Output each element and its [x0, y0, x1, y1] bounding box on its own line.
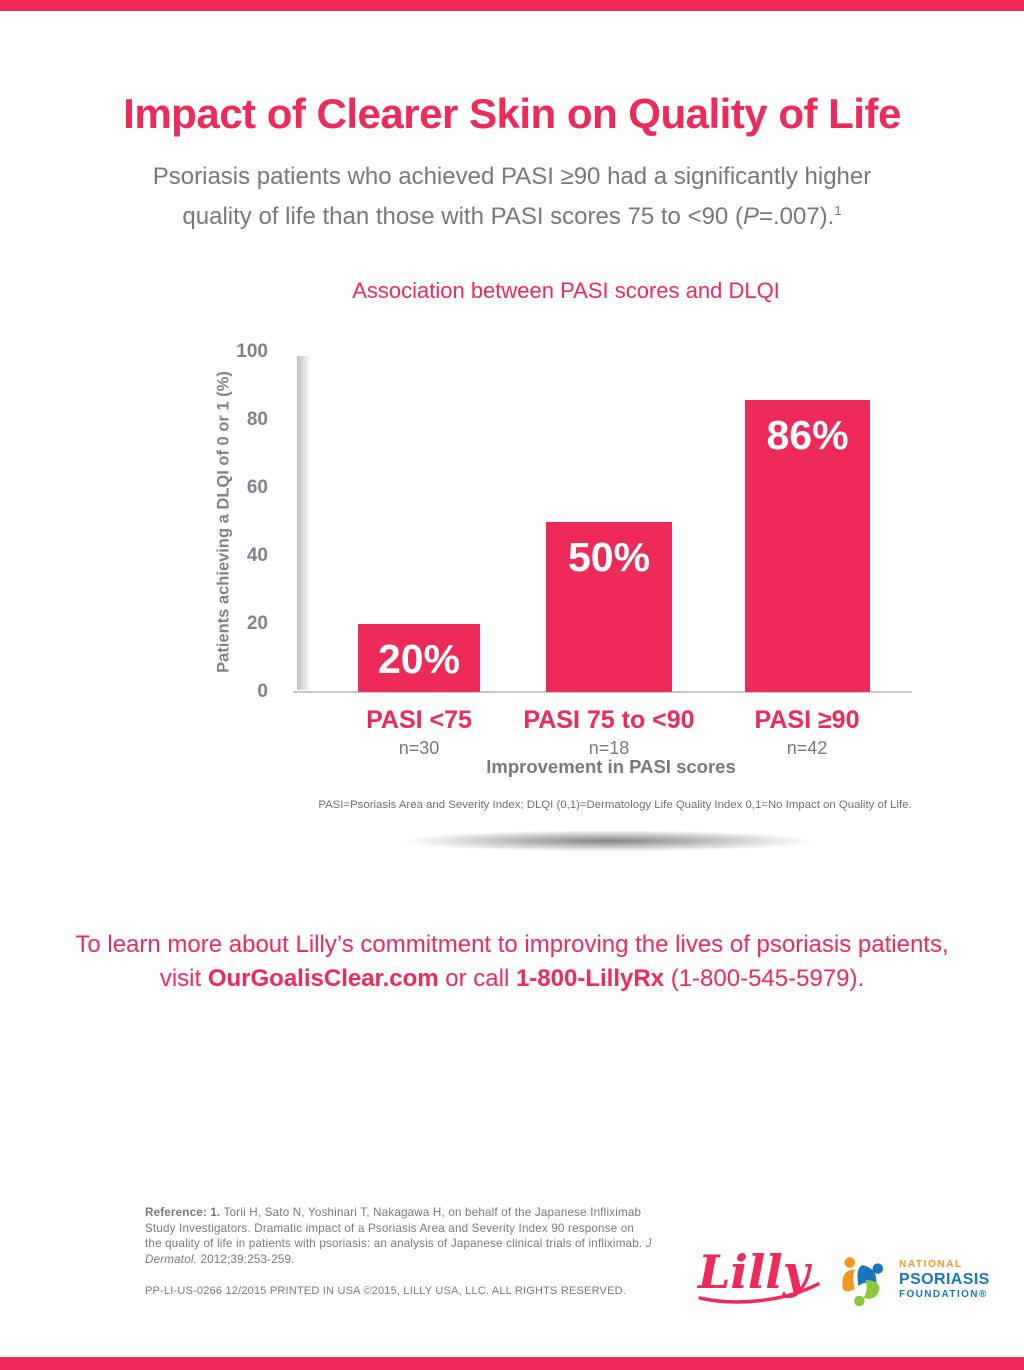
- cta-line1: To learn more about Lilly’s commitment t…: [75, 931, 949, 958]
- sample-size-label: n=42: [786, 738, 828, 758]
- subtitle-line2-post: =.007).: [758, 203, 835, 230]
- npf-logo: NATIONAL PSORIASIS FOUNDATION®: [834, 1252, 990, 1308]
- cta-or-call: or call: [438, 965, 516, 992]
- page-subtitle: Psoriasis patients who achieved PASI ≥90…: [0, 160, 1024, 234]
- category-group: PASI ≥90 n=42: [755, 706, 860, 759]
- reference-label: Reference: 1.: [145, 1206, 221, 1219]
- legal-text: PP-LI-US-0266 12/2015 PRINTED IN USA ©20…: [145, 1285, 627, 1297]
- chart-footnote: PASI=Psoriasis Area and Severity Index; …: [318, 799, 912, 811]
- reference-body: Torii H, Sato N, Yoshinari T, Nakagawa H…: [145, 1206, 646, 1251]
- npf-figures-icon: [842, 1257, 883, 1307]
- category-group: PASI <75 n=30: [366, 706, 472, 759]
- category-label: PASI ≥90: [754, 706, 860, 734]
- bar-value-label: 86%: [766, 411, 849, 458]
- npf-foundation: FOUNDATION®: [899, 1289, 988, 1301]
- category-group: PASI 75 to <90 n=18: [523, 706, 694, 759]
- y-axis-tick: 60: [246, 477, 268, 498]
- reference-journal: J Dermatol.: [145, 1237, 652, 1266]
- bar-value-label: 20%: [377, 636, 461, 682]
- page-title: Impact of Clearer Skin on Quality of Lif…: [123, 90, 901, 137]
- top-accent-stripe: [0, 0, 1024, 11]
- x-axis-line: [293, 691, 912, 693]
- npf-psoriasis: PSORIASIS: [899, 1270, 990, 1288]
- y-axis-tick: 40: [246, 545, 268, 566]
- bottom-accent-stripe: [0, 1357, 1024, 1370]
- y-axis-ticks: 100 80 60 40 20 0: [200, 341, 268, 702]
- bar-pasi-lt75: 20%: [358, 624, 480, 692]
- lilly-logo: Lilly: [692, 1244, 824, 1313]
- y-axis-tick: 20: [246, 613, 268, 634]
- category-label: PASI 75 to <90: [523, 706, 695, 734]
- subtitle-reference-superscript: 1: [834, 203, 842, 218]
- cta-visit-prefix: visit: [159, 965, 208, 992]
- website-link[interactable]: OurGoalisClear.com: [207, 965, 439, 992]
- subtitle-p-italic: P: [742, 203, 759, 230]
- bar-pasi-ge90: 86%: [745, 399, 870, 692]
- sample-size-label: n=18: [588, 738, 630, 758]
- lilly-logo-script: Lilly: [696, 1245, 820, 1304]
- svg-text:Lilly: Lilly: [696, 1245, 813, 1299]
- cta-text: To learn more about Lilly’s commitment t…: [0, 928, 1024, 996]
- y-axis-tick: 80: [246, 409, 268, 430]
- phone-link[interactable]: 1-800-LillyRx: [515, 965, 665, 992]
- chart-left-shadow: [297, 356, 311, 690]
- npf-national: NATIONAL: [899, 1258, 963, 1270]
- reference-tail: 2012;39:253-259.: [197, 1252, 295, 1266]
- category-label: PASI <75: [366, 706, 472, 734]
- y-axis-tick: 100: [236, 341, 268, 362]
- bar-value-label: 50%: [567, 534, 651, 580]
- npf-wordmark: NATIONAL PSORIASIS FOUNDATION®: [899, 1259, 990, 1301]
- subtitle-line2-pre: quality of life than those with PASI sco…: [182, 203, 743, 230]
- y-axis-tick: 0: [257, 681, 268, 702]
- subtitle-line1: Psoriasis patients who achieved PASI ≥90…: [152, 163, 872, 190]
- bar-pasi-75-to-90: 50%: [546, 522, 672, 692]
- chart-bottom-shadow: [322, 830, 894, 856]
- x-axis-label: Improvement in PASI scores: [486, 756, 736, 777]
- chart-title: Association between PASI scores and DLQI: [352, 278, 780, 303]
- sample-size-label: n=30: [398, 738, 440, 758]
- reference-text: Reference: 1. Torii H, Sato N, Yoshinari…: [145, 1205, 653, 1267]
- plot-area: 20% 50% 86% PASI <75 n=30 PASI 75 to <90…: [293, 352, 912, 777]
- cta-phone-suffix: (1-800-545-5979).: [664, 965, 865, 992]
